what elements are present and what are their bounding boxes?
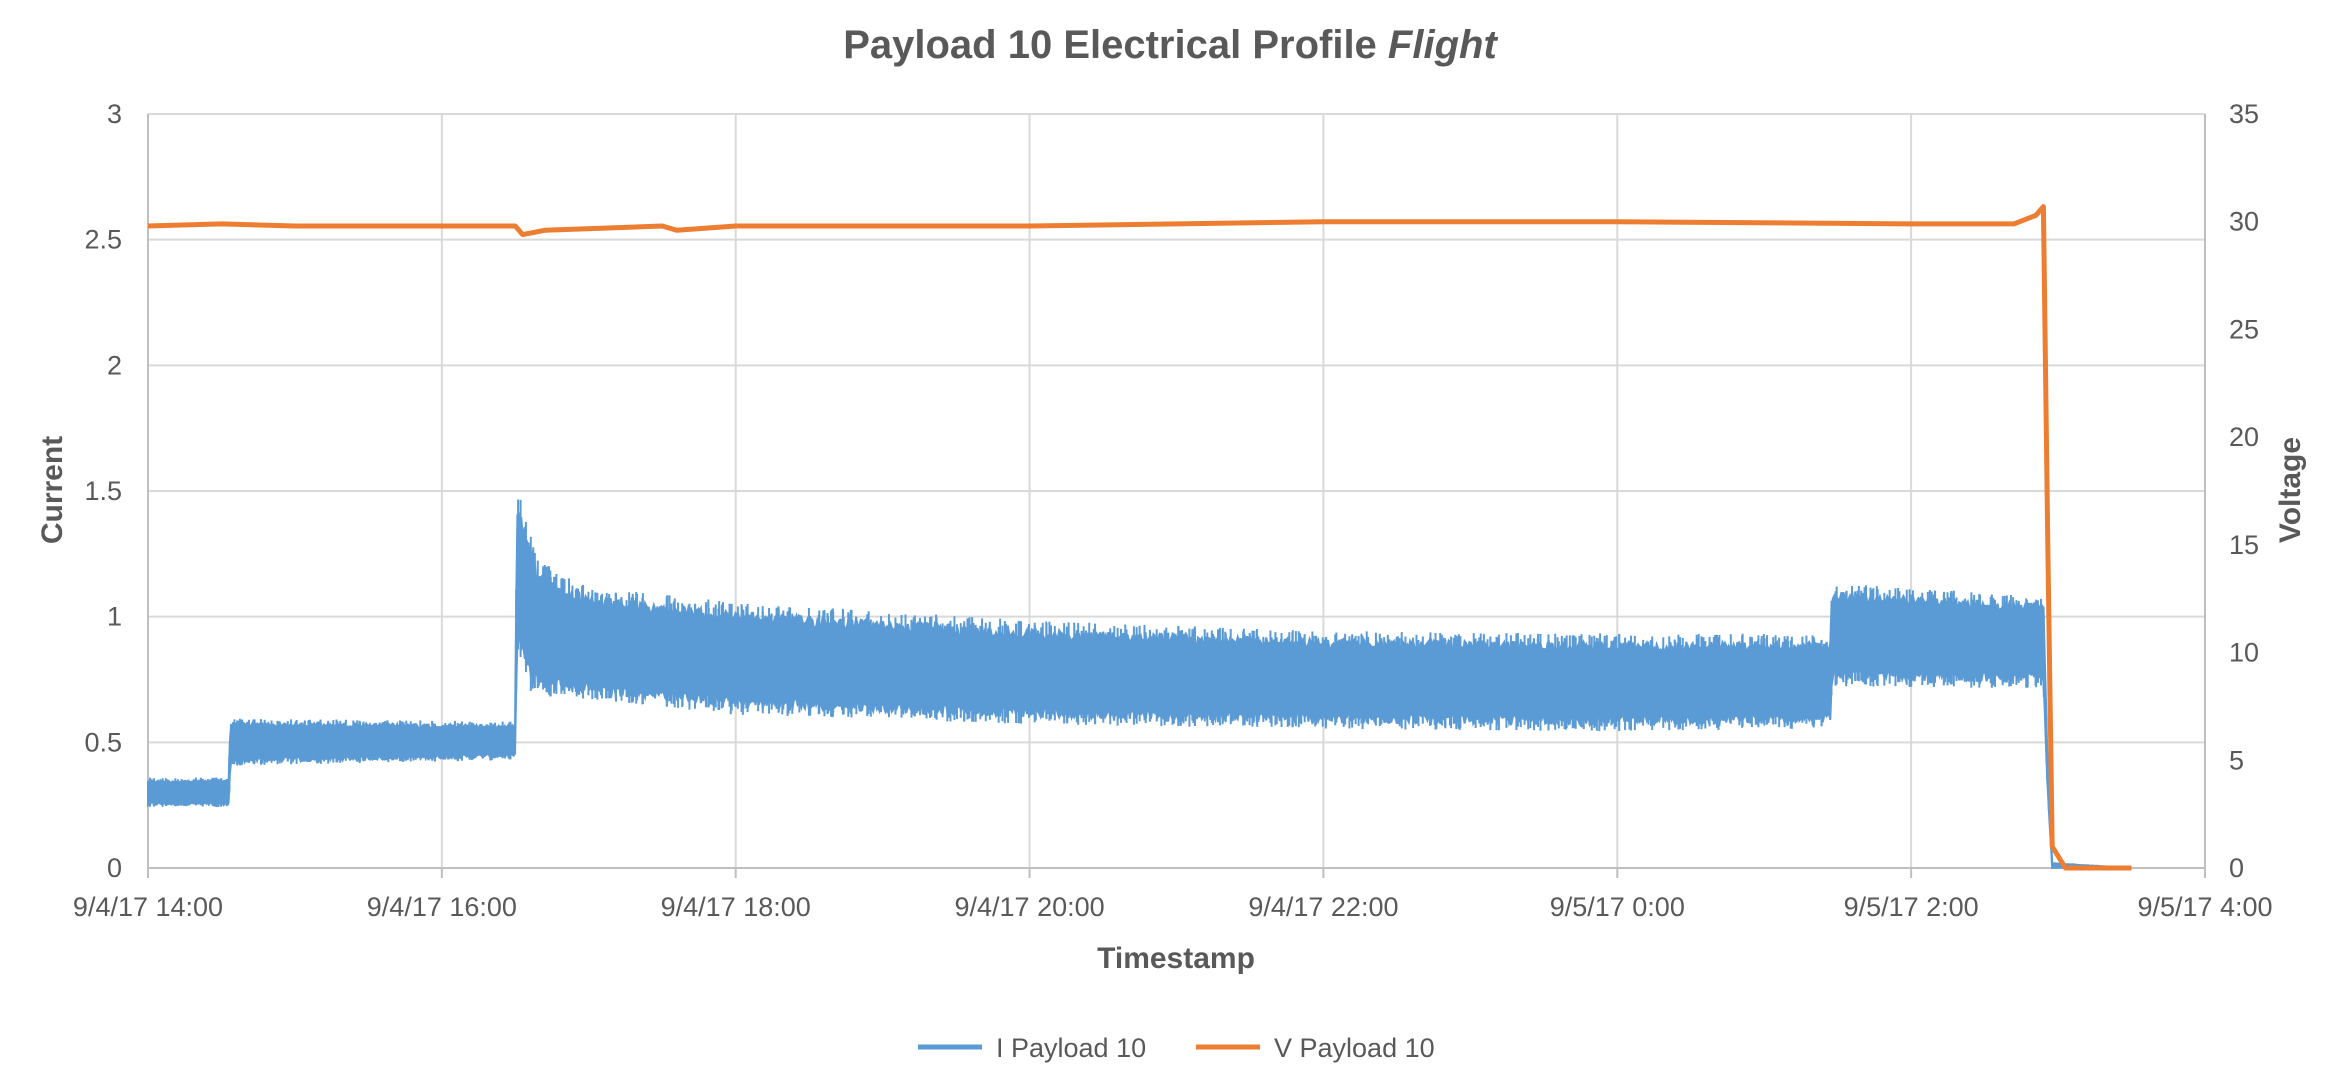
y2-tick-label: 30 bbox=[2229, 207, 2259, 237]
series-layer bbox=[147, 204, 2132, 871]
x-axis-title: Timestamp bbox=[1097, 942, 1255, 975]
legend: I Payload 10 V Payload 10 bbox=[918, 1033, 1435, 1063]
chart-title-italic: Flight bbox=[1388, 23, 1499, 67]
y-tick-label: 2.5 bbox=[84, 225, 122, 255]
x-tick-label: 9/4/17 22:00 bbox=[1248, 892, 1398, 922]
x-tick-label: 9/4/17 18:00 bbox=[661, 892, 811, 922]
y2-tick-label: 15 bbox=[2229, 530, 2259, 560]
x-tick-label: 9/4/17 14:00 bbox=[73, 892, 223, 922]
chart-title-main: Payload 10 Electrical Profile bbox=[843, 23, 1377, 67]
y-tick-label: 1.5 bbox=[84, 476, 122, 506]
y-axis-title: Current bbox=[36, 436, 69, 544]
y2-axis-title: Voltage bbox=[2274, 437, 2307, 543]
y2-tick-label: 20 bbox=[2229, 422, 2259, 452]
axes bbox=[147, 114, 2206, 878]
x-tick-label: 9/4/17 20:00 bbox=[955, 892, 1105, 922]
y-tick-label: 2 bbox=[107, 350, 122, 380]
y-tick-label: 1 bbox=[107, 602, 122, 632]
legend-item: V Payload 10 bbox=[1196, 1033, 1435, 1063]
gridlines bbox=[148, 113, 2205, 868]
y-tick-label: 3 bbox=[107, 99, 122, 129]
y-tick-label: 0.5 bbox=[84, 727, 122, 757]
x-tick-label: 9/5/17 0:00 bbox=[1550, 892, 1685, 922]
y2-tick-label: 25 bbox=[2229, 314, 2259, 344]
legend-label: I Payload 10 bbox=[996, 1033, 1146, 1063]
x-tick-label: 9/4/17 16:00 bbox=[367, 892, 517, 922]
voltage-line bbox=[147, 204, 2132, 871]
series-current bbox=[147, 499, 2132, 870]
legend-item: I Payload 10 bbox=[918, 1033, 1146, 1063]
x-tick-label: 9/5/17 4:00 bbox=[2137, 892, 2272, 922]
series-voltage bbox=[147, 204, 2132, 871]
x-tick-label: 9/5/17 2:00 bbox=[1844, 892, 1979, 922]
legend-label: V Payload 10 bbox=[1274, 1033, 1435, 1063]
chart-title: Payload 10 Electrical Profile Flight bbox=[843, 23, 1498, 67]
y2-tick-label: 35 bbox=[2229, 99, 2259, 129]
y2-tick-label: 0 bbox=[2229, 853, 2244, 883]
y2-tick-label: 5 bbox=[2229, 745, 2244, 775]
y2-tick-label: 10 bbox=[2229, 638, 2259, 668]
y-tick-label: 0 bbox=[107, 853, 122, 883]
